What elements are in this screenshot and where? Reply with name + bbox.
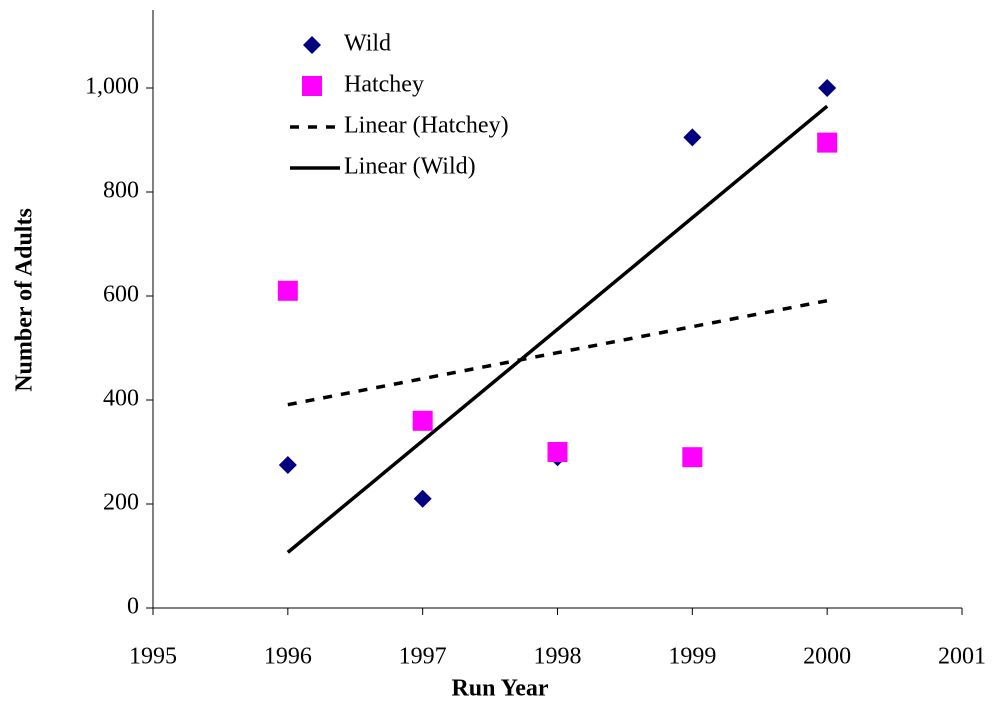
y-tick-label: 0 [127, 594, 139, 620]
x-tick-label: 1999 [668, 644, 716, 670]
x-tick-label: 1996 [264, 644, 312, 670]
legend-label: Linear (Hatchey) [344, 113, 509, 139]
diamond-marker [278, 456, 297, 474]
x-tick-label: 2001 [938, 644, 986, 670]
diamond-marker [818, 79, 837, 97]
square-marker [412, 410, 433, 431]
legend-label: Wild [344, 31, 391, 57]
square-marker [277, 280, 298, 301]
x-tick-label: 2000 [803, 644, 851, 670]
x-axis-label: Run Year [451, 676, 548, 702]
diamond-marker [683, 128, 702, 147]
y-tick-label: 200 [103, 490, 139, 516]
diamond-marker [303, 36, 321, 54]
square-marker [817, 132, 838, 153]
y-tick-label: 600 [103, 282, 139, 308]
trendline [287, 298, 828, 407]
diamond-marker [413, 489, 432, 508]
legend-label: Hatchey [344, 72, 424, 98]
y-tick-label: 800 [103, 178, 139, 204]
y-tick-label: 400 [103, 386, 139, 412]
x-tick-label: 1997 [399, 644, 447, 670]
y-axis-label: Number of Adults [12, 208, 38, 392]
square-marker [302, 76, 322, 96]
square-marker [682, 447, 703, 468]
square-marker [547, 442, 568, 462]
x-tick-label: 1995 [129, 644, 177, 670]
legend-label: Linear (Wild) [344, 154, 476, 180]
trendline [286, 104, 829, 554]
x-tick-label: 1998 [534, 644, 582, 670]
y-tick-label: 1,000 [85, 74, 139, 100]
